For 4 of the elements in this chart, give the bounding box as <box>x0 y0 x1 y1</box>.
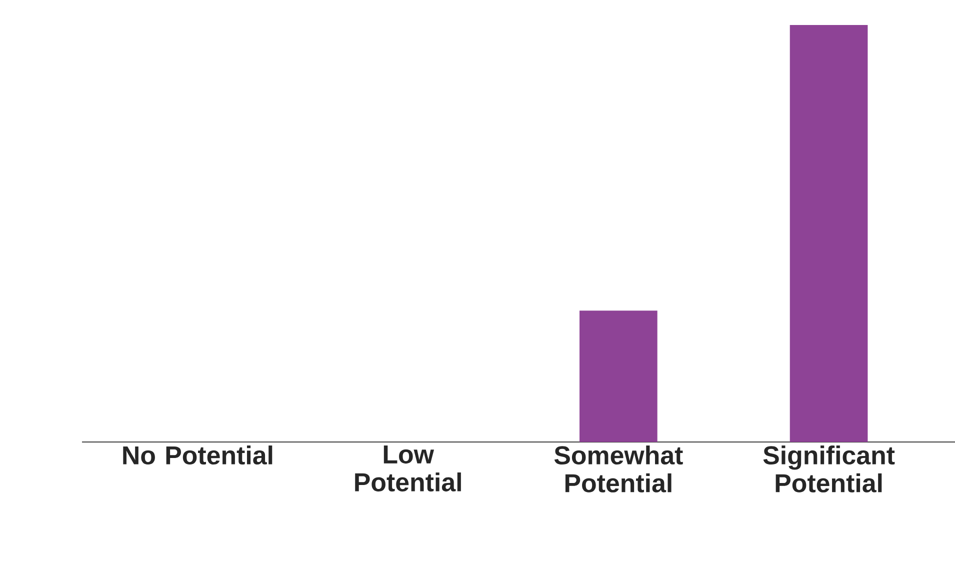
x-tick-label: No Potential <box>123 446 272 465</box>
x-tick-label: Low Potential <box>355 445 461 492</box>
x-tick-label: Significant Potential <box>763 446 895 492</box>
x-tick-label: Somewhat Potential <box>554 446 683 492</box>
